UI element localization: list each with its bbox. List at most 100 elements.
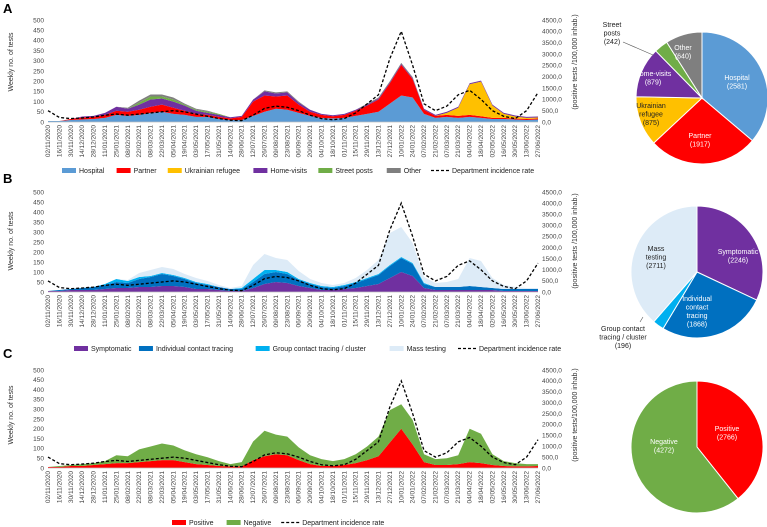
y-tick-label-c: 200 — [33, 426, 44, 433]
x-tick-label-a: 16/05/2022 — [501, 125, 508, 158]
pie-label-negative: Negative — [650, 439, 678, 446]
legend-label: Group contact tracing / cluster — [273, 346, 367, 353]
x-tick-label-a: 07/03/2022 — [444, 125, 451, 158]
x-tick-label-c: 29/11/2021 — [364, 471, 371, 503]
y2-tick-label-b: 4500,0 — [542, 189, 562, 196]
y2-tick-label-b: 500,0 — [542, 278, 559, 285]
pie-label-street-posts: posts — [604, 31, 621, 38]
x-tick-label-c: 28/12/2020 — [91, 471, 98, 504]
y-tick-label-c: 150 — [33, 436, 44, 443]
x-tick-label-a: 04/04/2022 — [467, 125, 474, 158]
x-tick-label-b: 28/06/2021 — [239, 295, 246, 328]
pie-slice-mass — [630, 205, 698, 323]
x-tick-label-b: 16/11/2020 — [56, 295, 63, 327]
x-tick-label-c: 13/06/2022 — [524, 471, 531, 504]
legend-label: Street posts — [335, 168, 373, 175]
x-tick-label-c: 03/05/2021 — [193, 471, 200, 504]
y2-tick-label-b: 2000,0 — [542, 245, 562, 252]
y-tick-label-b: 100 — [33, 269, 44, 276]
x-tick-label-c: 22/03/2021 — [159, 471, 166, 504]
x-tick-label-a: 14/06/2021 — [227, 125, 234, 158]
y2-tick-label-b: 3000,0 — [542, 223, 562, 230]
x-tick-label-a: 25/01/2021 — [113, 125, 120, 158]
x-tick-label-c: 24/01/2022 — [410, 471, 417, 504]
incidence-rate-line-a — [47, 29, 539, 122]
pie-leader-street-posts — [622, 41, 654, 56]
legend-swatch-negative — [226, 520, 241, 525]
x-tick-label-a: 18/10/2021 — [330, 125, 337, 158]
y-tick-label-a: 350 — [33, 48, 44, 55]
y-tick-label-c: 400 — [33, 387, 44, 394]
chart-panel-a: Weekly no. of tests (positive tests /100… — [8, 14, 579, 157]
y2-tick-label-c: 2500,0 — [542, 411, 562, 418]
x-tick-label-c: 26/07/2021 — [262, 471, 269, 504]
x-tick-label-b: 31/05/2021 — [216, 295, 223, 328]
y-tick-label-b: 350 — [33, 219, 44, 226]
y-tick-label-a: 500 — [33, 17, 44, 24]
x-tick-label-b: 01/11/2021 — [341, 295, 348, 327]
y2-tick-label-a: 4000,0 — [542, 29, 562, 36]
x-tick-label-b: 09/08/2021 — [273, 295, 280, 328]
y2-tick-label-a: 4500,0 — [542, 17, 562, 24]
pie-slice-positive — [696, 380, 764, 500]
x-tick-label-a: 23/08/2021 — [284, 125, 291, 158]
y-axis-label-a: Weekly no. of tests — [8, 32, 15, 92]
y2-axis-label-c: (positive tests/100,000 inhab.) — [572, 368, 579, 461]
y-tick-label-a: 400 — [33, 38, 44, 45]
x-tick-label-a: 15/11/2021 — [353, 125, 360, 157]
panel-letter-a: A — [3, 1, 13, 16]
x-tick-label-c: 20/09/2021 — [307, 471, 314, 504]
pie-label-street-posts: Street — [603, 22, 622, 29]
x-tick-label-c: 09/08/2021 — [273, 471, 280, 504]
x-tick-label-b: 29/11/2021 — [364, 295, 371, 327]
x-tick-label-c: 13/12/2021 — [375, 471, 382, 504]
x-tick-label-b: 30/05/2022 — [512, 295, 519, 328]
y2-tick-label-a: 1500,0 — [542, 85, 562, 92]
y2-tick-label-b: 1500,0 — [542, 256, 562, 263]
legend-label: Partner — [134, 168, 158, 175]
pie-label-mass: Mass — [648, 246, 665, 253]
y-tick-label-c: 50 — [37, 456, 45, 463]
x-tick-label-b: 07/03/2022 — [444, 295, 451, 328]
x-tick-label-a: 31/05/2021 — [216, 125, 223, 158]
pie-value-hospital: (2581) — [727, 84, 747, 91]
x-tick-label-c: 23/08/2021 — [284, 471, 291, 504]
y-tick-label-a: 300 — [33, 58, 44, 65]
x-tick-label-a: 10/01/2022 — [398, 125, 405, 158]
x-tick-label-a: 17/05/2021 — [205, 125, 212, 158]
legend-b: Symptomatic Individual contact tracing Gro… — [74, 346, 561, 353]
legend-label: Positive — [189, 520, 214, 527]
legend-swatch-ukrainian — [167, 168, 182, 173]
x-tick-label-b: 08/03/2021 — [148, 295, 155, 328]
pie-label-individual: Individual — [682, 296, 712, 303]
x-tick-label-c: 14/12/2020 — [79, 471, 86, 504]
legend-swatch-group — [255, 346, 270, 351]
x-tick-label-c: 27/06/2022 — [535, 471, 542, 504]
x-tick-label-a: 21/02/2022 — [432, 125, 439, 158]
x-tick-label-a: 13/12/2021 — [375, 125, 382, 158]
pie-label-ukrainian: refugee — [639, 112, 663, 119]
y-tick-label-b: 0 — [40, 289, 44, 296]
pie-leader-group — [639, 316, 644, 323]
x-tick-label-a: 27/12/2021 — [387, 125, 394, 158]
pie-label-individual: contact — [686, 305, 709, 312]
x-tick-label-b: 22/03/2021 — [159, 295, 166, 328]
x-tick-label-c: 18/04/2022 — [478, 471, 485, 504]
pie-label-symptomatic: Symptomatic — [718, 249, 759, 256]
x-tick-label-a: 21/03/2022 — [455, 125, 462, 158]
legend-swatch-partner — [116, 168, 131, 173]
legend-label: Home-visits — [270, 168, 307, 175]
x-tick-label-a: 30/05/2022 — [512, 125, 519, 158]
x-tick-label-a: 02/11/2020 — [45, 125, 52, 157]
y2-tick-label-c: 2000,0 — [542, 422, 562, 429]
x-tick-label-b: 23/08/2021 — [284, 295, 291, 328]
chart-panel-b: Weekly no. of tests (positive tests /100… — [8, 189, 579, 327]
legend-swatch-symptomatic — [74, 346, 88, 351]
x-tick-label-a: 03/05/2021 — [193, 125, 200, 158]
x-tick-label-b: 10/01/2022 — [398, 295, 405, 328]
x-tick-label-a: 18/04/2022 — [478, 125, 485, 158]
x-tick-label-b: 30/11/2020 — [68, 295, 75, 327]
x-tick-label-b: 24/01/2022 — [410, 295, 417, 328]
pie-chart-b: Symptomatic(2246)Individualcontacttracin… — [599, 205, 764, 350]
pie-value-street-posts: (242) — [604, 39, 620, 46]
